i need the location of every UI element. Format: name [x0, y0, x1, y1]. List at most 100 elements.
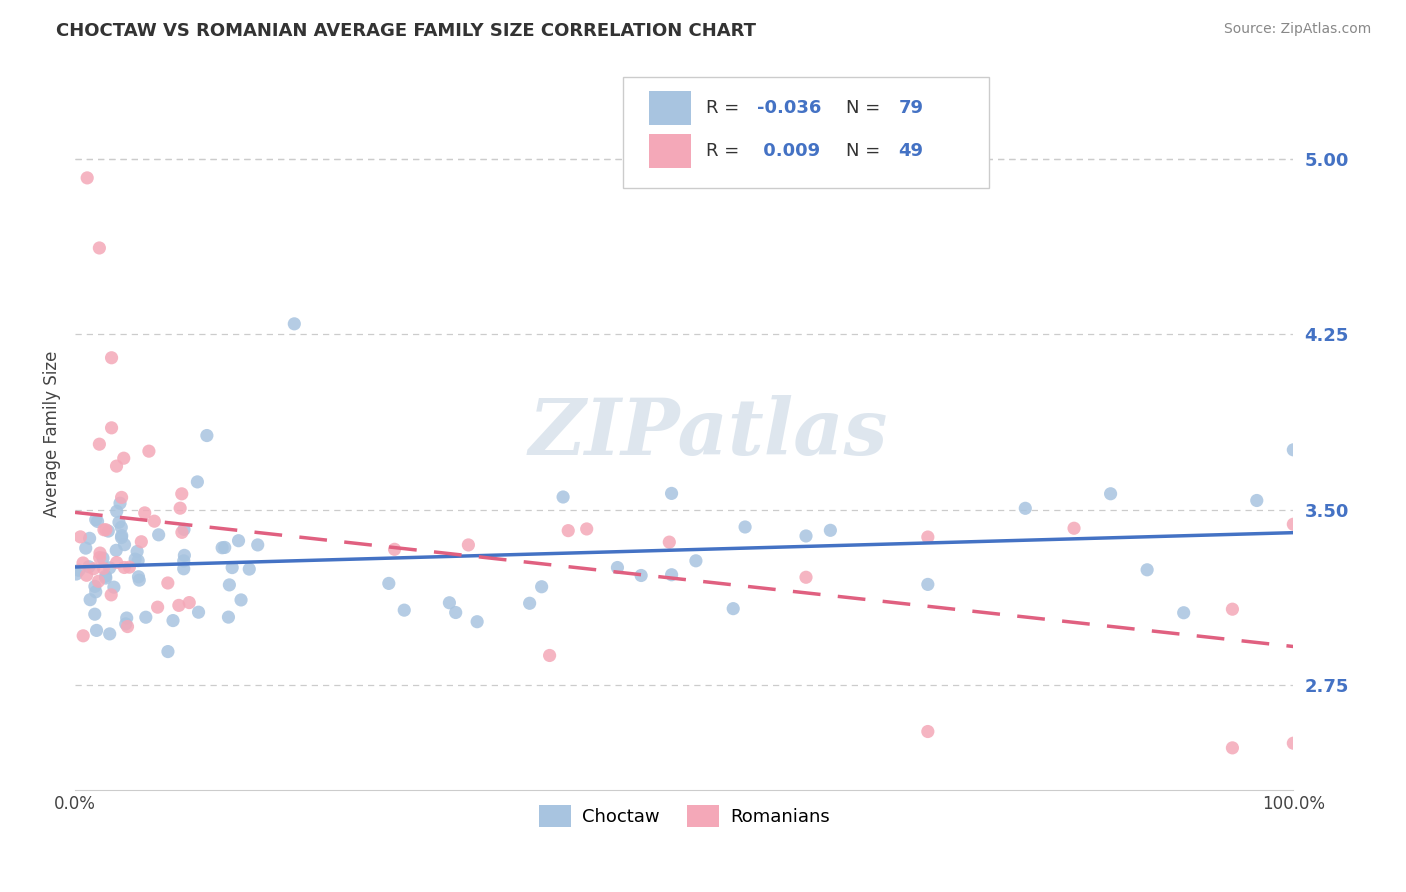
Y-axis label: Average Family Size: Average Family Size [44, 351, 60, 516]
Point [246, 538, 269, 552]
Point [221, 560, 243, 574]
Point [76, 568, 98, 582]
Point [91, 551, 114, 566]
Text: R =: R = [706, 99, 740, 117]
Point [75, 541, 97, 556]
Point [457, 538, 479, 552]
Text: R =: R = [706, 142, 740, 160]
Point [89, 550, 111, 565]
Point [131, 534, 153, 549]
Text: ZIPatlas: ZIPatlas [529, 395, 889, 472]
Point [65, 567, 87, 582]
Point [658, 535, 681, 549]
Text: N =: N = [846, 142, 880, 160]
Point [378, 576, 401, 591]
Point [117, 619, 139, 633]
Point [283, 317, 305, 331]
Point [179, 596, 201, 610]
Point [79, 592, 101, 607]
Point [1282, 517, 1305, 532]
Legend: Choctaw, Romanians: Choctaw, Romanians [531, 797, 837, 834]
Point [138, 444, 160, 458]
Point [217, 610, 239, 624]
Point [89, 437, 111, 451]
Text: N =: N = [846, 99, 880, 117]
Point [394, 603, 416, 617]
Point [108, 515, 131, 529]
Point [538, 648, 561, 663]
Point [173, 554, 195, 568]
Point [72, 629, 94, 643]
Text: 79: 79 [898, 99, 924, 117]
Point [170, 525, 193, 540]
Point [114, 538, 136, 552]
Point [661, 567, 683, 582]
Point [1014, 501, 1036, 516]
Point [135, 610, 157, 624]
Point [173, 549, 195, 563]
Point [105, 504, 128, 518]
FancyBboxPatch shape [648, 134, 692, 168]
Point [94, 523, 117, 537]
Point [94, 569, 117, 583]
Point [186, 475, 208, 489]
Point [110, 491, 132, 505]
Point [519, 596, 541, 610]
Point [1063, 521, 1085, 535]
Point [170, 487, 193, 501]
Point [89, 546, 111, 560]
Point [794, 570, 817, 584]
Point [67, 563, 90, 577]
Point [128, 570, 150, 584]
Point [530, 580, 553, 594]
Point [87, 574, 110, 589]
Point [98, 561, 121, 575]
Point [105, 459, 128, 474]
Point [734, 520, 756, 534]
Point [105, 556, 128, 570]
Point [93, 561, 115, 575]
Point [1282, 442, 1305, 457]
Point [384, 542, 406, 557]
Point [84, 584, 107, 599]
Point [917, 724, 939, 739]
Point [187, 605, 209, 619]
Point [100, 588, 122, 602]
Point [1173, 606, 1195, 620]
Point [105, 543, 128, 558]
Point [195, 428, 218, 442]
Point [211, 541, 233, 555]
Point [69, 530, 91, 544]
Point [820, 524, 842, 538]
Point [86, 515, 108, 529]
Point [1246, 493, 1268, 508]
Point [794, 529, 817, 543]
Point [630, 568, 652, 582]
Point [77, 559, 100, 574]
Point [83, 562, 105, 576]
Point [229, 593, 252, 607]
Point [1099, 487, 1122, 501]
Point [118, 560, 141, 574]
Point [112, 560, 135, 574]
Point [1222, 740, 1244, 755]
Point [110, 531, 132, 545]
Point [606, 560, 628, 574]
Point [83, 607, 105, 622]
Point [218, 578, 240, 592]
Point [72, 556, 94, 570]
Point [214, 541, 236, 555]
Point [86, 624, 108, 638]
Point [115, 611, 138, 625]
Text: -0.036: -0.036 [758, 99, 821, 117]
Point [661, 486, 683, 500]
Point [557, 524, 579, 538]
Point [98, 627, 121, 641]
Point [439, 596, 461, 610]
Point [169, 501, 191, 516]
Point [84, 513, 107, 527]
Point [173, 522, 195, 536]
Point [1282, 736, 1305, 750]
Point [103, 580, 125, 594]
Point [917, 530, 939, 544]
